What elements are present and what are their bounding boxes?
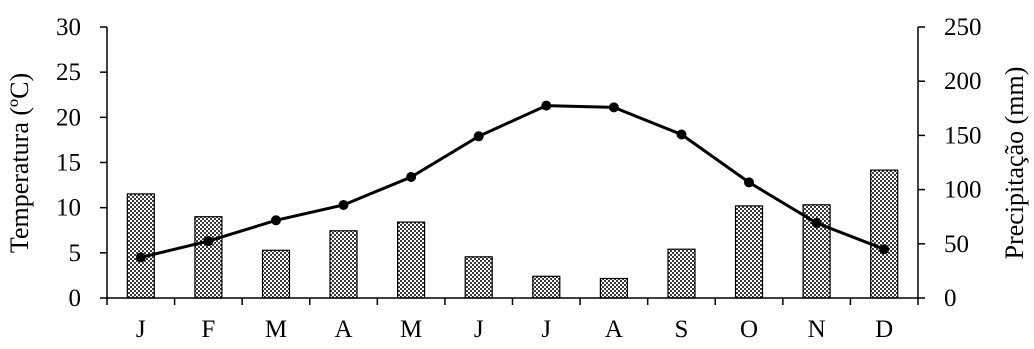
temperature-point: [338, 200, 349, 210]
right-y-axis-ticks: 0 50 100 150 200 250: [918, 14, 982, 312]
left-y-tick-label: 10: [56, 195, 81, 222]
precipitation-bar: [464, 256, 493, 299]
left-y-tick-label: 25: [56, 59, 81, 86]
temperature-point: [271, 215, 281, 226]
left-y-tick-label: 20: [56, 104, 81, 131]
precipitation-bar: [194, 216, 223, 299]
precipitation-bar: [870, 169, 899, 299]
right-y-tick-label: 150: [944, 122, 982, 149]
temperature-point: [811, 218, 822, 228]
precipitation-bar: [599, 277, 629, 299]
x-tick-label: M: [265, 316, 287, 343]
temperature-point: [676, 129, 687, 140]
x-tick-label: N: [808, 316, 826, 343]
precipitation-bar: [667, 248, 696, 299]
precipitation-bar: [734, 205, 764, 299]
precipitation-bars: [126, 169, 899, 299]
right-y-tick-label: 50: [944, 231, 969, 258]
precipitation-bar: [397, 221, 426, 299]
temperature-point: [879, 244, 890, 255]
x-tick-label: J: [136, 316, 146, 343]
x-tick-label: J: [541, 316, 551, 343]
x-tick-label: O: [740, 316, 758, 343]
right-y-tick-label: 100: [944, 177, 982, 204]
temperature-point: [608, 102, 619, 113]
temperature-point: [473, 131, 484, 142]
left-y-tick-label: 5: [69, 240, 82, 267]
left-y-axis-ticks: 0 5 10 15 20 25 30: [56, 14, 107, 312]
temperature-point: [203, 236, 214, 247]
left-y-tick-label: 0: [69, 285, 82, 312]
left-y-tick-label: 30: [56, 14, 81, 41]
x-tick-label: F: [201, 316, 215, 343]
left-y-tick-label: 15: [56, 150, 81, 177]
temperature-point: [744, 177, 754, 188]
x-tick-label: D: [875, 316, 893, 343]
precipitation-bar: [532, 275, 561, 299]
precipitation-bar: [329, 230, 358, 299]
right-y-tick-label: 200: [944, 68, 982, 95]
x-tick-label: A: [335, 316, 353, 343]
right-axis-title: Precipitação (mm): [1000, 67, 1029, 260]
right-y-tick-label: 0: [944, 285, 957, 312]
x-tick-label: S: [675, 316, 689, 343]
left-axis-title: Temperatura (ºC): [5, 73, 34, 253]
x-tick-label: M: [400, 316, 422, 343]
right-y-tick-label: 250: [944, 14, 982, 41]
temperature-polyline: [140, 104, 885, 259]
temperature-point: [406, 172, 417, 182]
temperature-line: [135, 100, 890, 263]
precipitation-bar: [261, 249, 291, 299]
x-tick-label: A: [605, 316, 623, 343]
temperature-point: [541, 100, 552, 111]
x-tick-label: J: [474, 316, 484, 343]
temperature-point: [135, 252, 146, 263]
precipitation-bar: [126, 193, 155, 299]
